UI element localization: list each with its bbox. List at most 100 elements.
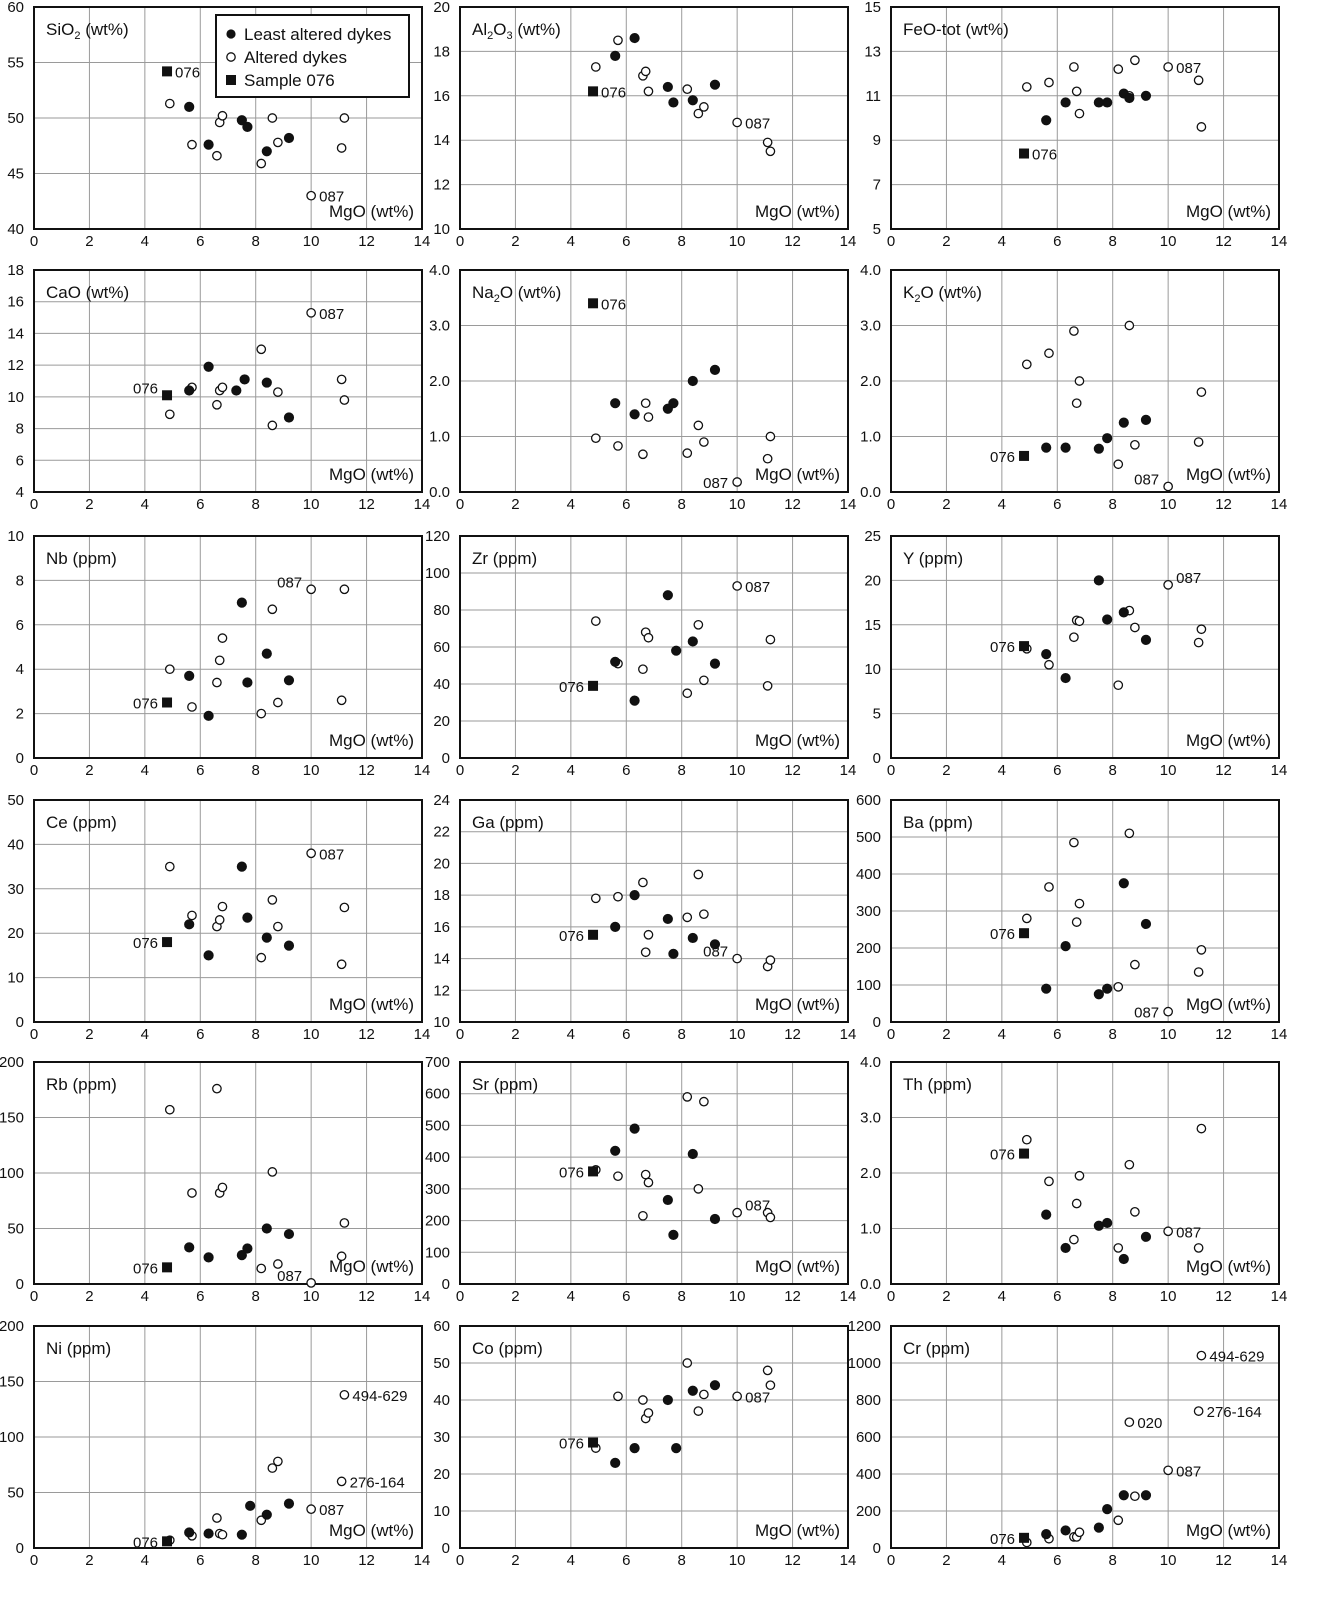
y-tick-label: 15: [864, 0, 881, 16]
y-tick-label: 25: [864, 528, 881, 545]
altered-dyke-point: [1069, 632, 1079, 643]
x-tick-label: 12: [784, 496, 801, 513]
y-tick-label: 4.0: [429, 262, 450, 279]
altered-dyke-point: [699, 909, 709, 920]
least-altered-point: [242, 912, 253, 923]
x-tick-label: 8: [252, 762, 260, 779]
plot-frame: [890, 6, 1280, 230]
chart-title: Nb (ppm): [46, 549, 117, 568]
altered-dyke-point: [638, 449, 648, 460]
y-tick-label: 400: [856, 1466, 881, 1483]
altered-dyke-point: [1071, 1198, 1082, 1209]
x-tick-label: 0: [456, 1026, 464, 1043]
altered-dyke-point: [1069, 62, 1079, 72]
y-tick-label: 1.0: [860, 429, 881, 446]
y-tick-label: 40: [7, 221, 24, 238]
legend-least-marker: [226, 29, 236, 39]
x-axis-label: MgO (wt%): [1186, 1521, 1271, 1540]
y-tick-label: 4.0: [860, 262, 881, 279]
least-altered-point: [610, 1145, 621, 1156]
x-tick-label: 6: [1053, 762, 1061, 779]
x-tick-label: 4: [567, 496, 575, 513]
plot-frame: [33, 799, 423, 1023]
least-altered-point: [687, 95, 698, 106]
x-tick-label: 8: [678, 1026, 686, 1043]
altered-dyke-point: [1124, 828, 1135, 839]
altered-dyke-point: [1044, 77, 1054, 88]
y-tick-label: 0: [442, 750, 450, 767]
x-tick-label: 8: [678, 233, 686, 250]
altered-dyke-point: [682, 688, 693, 699]
altered-dyke-point: [1130, 622, 1140, 633]
least-altered-point: [1118, 417, 1129, 428]
x-tick-label: 10: [303, 762, 320, 779]
y-tick-label: 20: [433, 855, 450, 872]
x-tick-label: 0: [30, 1026, 38, 1043]
altered-dyke-point: [1124, 320, 1135, 331]
y-tick-label: 0: [16, 1014, 24, 1031]
y-tick-label: 14: [433, 951, 450, 968]
point-annotation: 076: [990, 449, 1015, 466]
least-altered-point: [709, 1380, 721, 1391]
x-tick-label: 2: [942, 762, 950, 779]
least-altered-point: [283, 412, 295, 423]
sample-076-point: [162, 697, 173, 708]
altered-dyke-point: [336, 1476, 347, 1487]
y-tick-label: 600: [856, 792, 881, 809]
x-tick-label: 12: [1215, 496, 1232, 513]
least-altered-point: [261, 932, 272, 943]
altered-dyke-point: [212, 150, 222, 161]
y-tick-label: 10: [7, 389, 24, 406]
x-tick-label: 10: [1160, 762, 1177, 779]
altered-dyke-point: [765, 955, 776, 966]
chart-title: FeO-tot (wt%): [903, 20, 1009, 39]
chart-panel: 0 2 4 6 8 10 12 14 5 7 9 11 13 15 FeO-tot (wt%) MgO (wt…: [864, 0, 1287, 250]
x-tick-label: 4: [141, 1026, 149, 1043]
x-tick-label: 2: [85, 1288, 93, 1305]
y-tick-label: 100: [856, 977, 881, 994]
x-tick-label: 2: [942, 496, 950, 513]
altered-dyke-point: [212, 399, 222, 410]
y-tick-label: 12: [433, 177, 450, 194]
least-altered-point: [662, 913, 673, 925]
point-annotation: 087: [1176, 570, 1201, 587]
y-tick-label: 100: [425, 1244, 450, 1261]
x-tick-label: 6: [622, 1552, 630, 1569]
least-altered-point: [184, 1527, 195, 1538]
legend-altered-marker: [226, 52, 236, 62]
altered-dyke-point: [1163, 579, 1173, 590]
altered-dyke-point: [682, 448, 693, 458]
x-tick-label: 2: [942, 1288, 950, 1305]
point-annotation: 087: [745, 579, 770, 596]
sample-076-point: [588, 1437, 599, 1448]
point-annotation: 087: [1134, 1005, 1159, 1022]
y-tick-label: 50: [7, 110, 24, 127]
x-axis-label: MgO (wt%): [1186, 731, 1271, 750]
x-tick-label: 0: [456, 1288, 464, 1305]
point-annotation: 087: [745, 115, 770, 132]
altered-dyke-point: [732, 1391, 742, 1402]
least-altered-point: [242, 677, 253, 688]
y-tick-label: 800: [856, 1392, 881, 1409]
altered-dyke-point: [1074, 376, 1085, 386]
altered-dyke-point: [1163, 481, 1173, 492]
sample-076-point: [588, 1166, 599, 1177]
x-tick-label: 12: [1215, 1026, 1232, 1043]
least-altered-point: [1041, 1209, 1052, 1220]
x-axis-label: MgO (wt%): [1186, 465, 1271, 484]
altered-dyke-point: [590, 433, 601, 444]
sample-076-point: [1019, 1148, 1030, 1159]
point-annotation: 087: [1134, 471, 1159, 488]
y-tick-label: 50: [7, 792, 24, 809]
point-annotation: 087: [703, 944, 728, 961]
x-tick-label: 2: [942, 1026, 950, 1043]
least-altered-point: [1060, 442, 1071, 453]
x-tick-label: 8: [1109, 496, 1117, 513]
x-tick-label: 2: [85, 496, 93, 513]
x-tick-label: 2: [511, 496, 519, 513]
least-altered-point: [610, 1457, 621, 1469]
y-tick-label: 0: [16, 1540, 24, 1557]
x-axis-label: MgO (wt%): [755, 731, 840, 750]
altered-dyke-point: [267, 1167, 278, 1177]
altered-dyke-point: [267, 113, 278, 123]
